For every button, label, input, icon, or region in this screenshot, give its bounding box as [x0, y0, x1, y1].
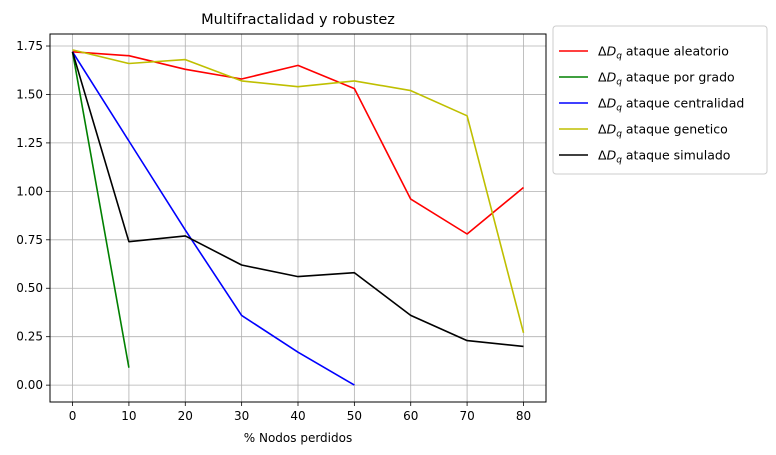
- series-line: [71, 51, 355, 386]
- series-line: [72, 51, 525, 235]
- x-tick-label: 80: [516, 409, 531, 423]
- chart-title: Multifractalidad y robustez: [201, 12, 395, 28]
- series-line: [71, 51, 524, 348]
- x-tick-label: 0: [69, 409, 77, 423]
- x-tick-label: 40: [290, 409, 305, 423]
- y-axis-ticks: 0.00 0.25 0.50 0.75 1.00 1.25 1.50 1.75: [16, 39, 50, 392]
- x-tick-label: 10: [121, 409, 136, 423]
- y-tick-label: 0.75: [16, 233, 43, 247]
- series-line: [72, 49, 525, 334]
- legend-entry-label: ΔDq ataque simulado: [598, 148, 730, 166]
- series-line: [71, 51, 130, 368]
- y-tick-label: 1.25: [16, 136, 43, 150]
- x-tick-label: 60: [403, 409, 418, 423]
- x-axis-ticks: 0 10 20 30 40 50 60 70 80: [69, 402, 531, 423]
- y-tick-label: 1.75: [16, 39, 43, 53]
- legend-entry-label: ΔDq ataque genetico: [598, 122, 728, 140]
- y-tick-label: 0.50: [16, 281, 43, 295]
- y-tick-label: 1.50: [16, 87, 43, 101]
- x-tick-label: 70: [459, 409, 474, 423]
- x-tick-label: 30: [234, 409, 249, 423]
- legend-entry-label: ΔDq ataque centralidad: [598, 96, 744, 114]
- legend: ΔDq ataque aleatorio ΔDq ataque por grado…: [552, 25, 768, 175]
- y-tick-label: 0.00: [16, 378, 43, 392]
- grid: [50, 34, 546, 402]
- y-tick-label: 1.00: [16, 184, 43, 198]
- legend-entry-label: ΔDq ataque aleatorio: [598, 44, 729, 62]
- series-lines: [71, 49, 525, 386]
- legend-entry-label: ΔDq ataque por grado: [598, 70, 735, 88]
- y-tick-label: 0.25: [16, 330, 43, 344]
- x-tick-label: 50: [347, 409, 362, 423]
- x-axis-label: % Nodos perdidos: [244, 431, 352, 445]
- x-tick-label: 20: [178, 409, 193, 423]
- legend-frame: [552, 25, 768, 175]
